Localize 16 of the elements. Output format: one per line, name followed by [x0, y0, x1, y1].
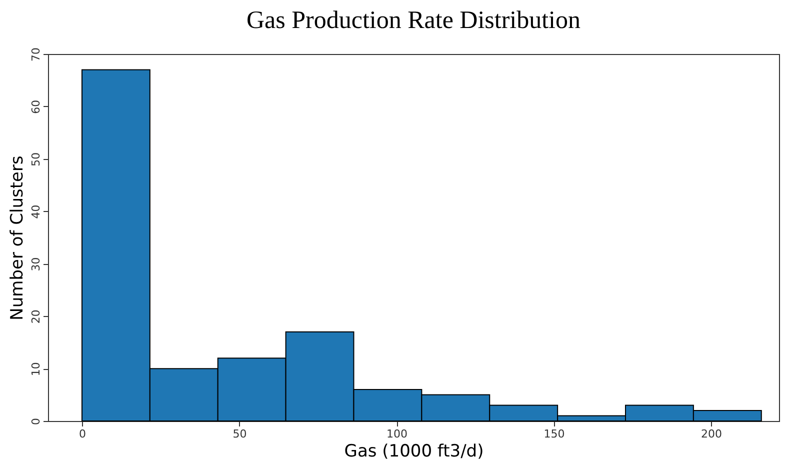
x-tick-label: 50 [232, 428, 247, 440]
y-tick-label: 30 [30, 257, 42, 272]
y-tick-label: 60 [30, 100, 42, 114]
x-tick-label: 150 [544, 428, 565, 440]
y-tick-label: 50 [30, 152, 42, 166]
x-tick-label: 200 [701, 428, 722, 440]
y-tick-label: 40 [30, 204, 42, 219]
x-axis-title: Gas (1000 ft3/d) [344, 442, 484, 462]
x-tick-label: 100 [386, 428, 408, 440]
y-axis-title: Number of Clusters [8, 156, 28, 320]
y-tick-label: 0 [30, 418, 42, 425]
y-tick-label: 10 [30, 362, 42, 376]
chart-title: Gas Production Rate Distribution [246, 7, 581, 34]
x-tick-label: 0 [78, 428, 86, 440]
y-tick-label: 20 [30, 310, 42, 324]
y-tick-label: 70 [30, 48, 42, 62]
